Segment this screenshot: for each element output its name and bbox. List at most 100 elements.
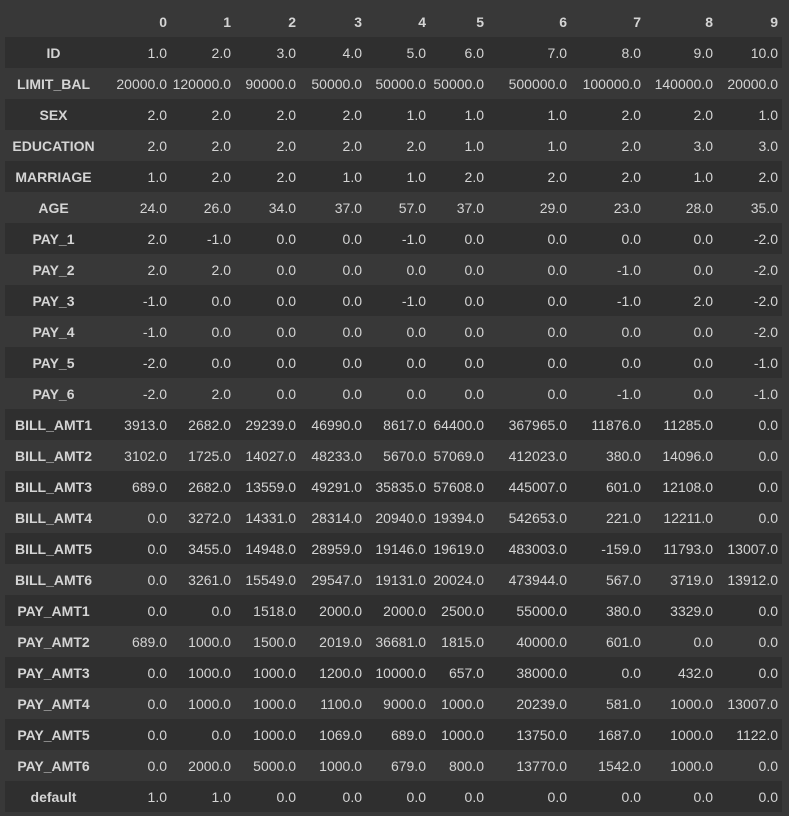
table-cell: 0.0 — [342, 385, 362, 402]
table-cell: 1200.0 — [319, 664, 362, 681]
table-cell: 2.0 — [342, 106, 362, 123]
table-cell: -1.0 — [142, 323, 167, 340]
table-cell: 0.0 — [147, 695, 167, 712]
table-cell: 5.0 — [406, 44, 426, 61]
table-cell: 140000.0 — [654, 75, 713, 92]
table-cell: -159.0 — [601, 540, 641, 557]
table-cell: 50000.0 — [311, 75, 362, 92]
row-label: BILL_AMT3 — [15, 478, 92, 495]
table-cell: 12108.0 — [662, 478, 713, 495]
table-cell: 28959.0 — [311, 540, 362, 557]
table-cell: 1.0 — [464, 137, 484, 154]
table-cell: 2.0 — [211, 261, 231, 278]
table-row: PAY_2 2.0 2.0 0.0 0.0 0.0 0.0 0.0 -1.0 0.0 -2.0 — [5, 254, 782, 285]
table-cell: 3272.0 — [188, 509, 231, 526]
row-label: PAY_3 — [32, 292, 75, 309]
table-row: PAY_1 2.0 -1.0 0.0 0.0 -1.0 0.0 0.0 0.0 0.0 -2.0 — [5, 223, 782, 254]
table-cell: 8.0 — [621, 44, 641, 61]
table-cell: 0.0 — [342, 261, 362, 278]
table-cell: 57.0 — [398, 199, 426, 216]
table-cell: 1.0 — [406, 168, 426, 185]
table-cell: -2.0 — [753, 230, 778, 247]
table-cell: 64400.0 — [433, 416, 484, 433]
table-cell: 0.0 — [276, 385, 296, 402]
table-cell: 3261.0 — [188, 571, 231, 588]
table-row: PAY_AMT1 0.0 0.0 1518.0 2000.0 2000.0 2500.0 55… — [5, 595, 782, 626]
table-cell: 2.0 — [211, 137, 231, 154]
table-cell: 0.0 — [276, 261, 296, 278]
table-cell: 0.0 — [621, 323, 641, 340]
table-cell: 0.0 — [406, 261, 426, 278]
table-cell: 0.0 — [758, 757, 778, 774]
column-header: 3 — [354, 13, 362, 30]
row-label: AGE — [38, 199, 69, 216]
table-cell: 0.0 — [276, 788, 296, 805]
table-cell: 1.0 — [147, 788, 167, 805]
table-cell: 0.0 — [758, 602, 778, 619]
table-cell: 1100.0 — [320, 695, 362, 712]
table-cell: 0.0 — [621, 354, 641, 371]
table-cell: 689.0 — [131, 633, 167, 650]
table-cell: 0.0 — [147, 540, 167, 557]
table-cell: 1000.0 — [670, 757, 713, 774]
table-cell: 2.0 — [693, 106, 713, 123]
table-cell: 14096.0 — [662, 447, 713, 464]
table-cell: 483003.0 — [508, 540, 567, 557]
column-header: 7 — [633, 13, 641, 30]
row-label: SEX — [39, 106, 68, 123]
row-label: PAY_2 — [32, 261, 75, 278]
table-cell: 24.0 — [139, 199, 167, 216]
table-cell: 2019.0 — [319, 633, 362, 650]
table-cell: 19394.0 — [433, 509, 484, 526]
table-cell: 2.0 — [147, 261, 167, 278]
table-cell: -1.0 — [616, 261, 641, 278]
table-cell: 0.0 — [693, 633, 713, 650]
table-cell: 29547.0 — [311, 571, 362, 588]
column-header: 8 — [705, 13, 713, 30]
row-label: PAY_5 — [32, 354, 75, 371]
table-cell: 0.0 — [464, 354, 484, 371]
table-body: ID 1.0 2.0 3.0 4.0 5.0 6.0 7.0 8.0 9.0 10.0 LIMIT_B… — [5, 37, 782, 812]
table-cell: 1518.0 — [253, 602, 296, 619]
table-cell: 689.0 — [390, 726, 426, 743]
table-row: PAY_AMT6 0.0 2000.0 5000.0 1000.0 679.0 800.0 1… — [5, 750, 782, 781]
table-cell: -1.0 — [142, 292, 167, 309]
table-cell: 1000.0 — [253, 664, 296, 681]
table-cell: 1.0 — [547, 137, 567, 154]
table-cell: 57608.0 — [433, 478, 484, 495]
table-row: BILL_AMT4 0.0 3272.0 14331.0 28314.0 20940.0 1… — [5, 502, 782, 533]
table-cell: 7.0 — [547, 44, 567, 61]
table-cell: 0.0 — [406, 788, 426, 805]
row-label: PAY_AMT3 — [17, 664, 90, 681]
table-cell: 46990.0 — [311, 416, 362, 433]
table-cell: 9.0 — [693, 44, 713, 61]
table-cell: 1000.0 — [188, 633, 231, 650]
table-cell: 19146.0 — [375, 540, 426, 557]
column-header: 0 — [159, 13, 167, 30]
table-cell: -1.0 — [616, 292, 641, 309]
row-label: MARRIAGE — [15, 168, 92, 185]
table-cell: 2.0 — [276, 137, 296, 154]
table-cell: 0.0 — [147, 602, 167, 619]
table-cell: 1.0 — [147, 44, 167, 61]
table-cell: -1.0 — [616, 385, 641, 402]
table-cell: 120000.0 — [172, 75, 231, 92]
table-cell: 0.0 — [342, 354, 362, 371]
table-cell: 1000.0 — [188, 664, 231, 681]
table-cell: 0.0 — [758, 447, 778, 464]
table-cell: 1069.0 — [319, 726, 362, 743]
table-cell: 3.0 — [693, 137, 713, 154]
table-cell: 1500.0 — [253, 633, 296, 650]
row-label: LIMIT_BAL — [16, 75, 91, 92]
row-label: PAY_6 — [32, 385, 75, 402]
table-cell: 57069.0 — [433, 447, 484, 464]
table-cell: 23.0 — [613, 199, 641, 216]
table-cell: 0.0 — [693, 323, 713, 340]
table-cell: 0.0 — [758, 664, 778, 681]
table-cell: 20000.0 — [116, 75, 167, 92]
table-cell: 1815.0 — [441, 633, 484, 650]
row-label: PAY_AMT5 — [17, 726, 90, 743]
table-cell: 0.0 — [621, 230, 641, 247]
table-row: default 1.0 1.0 0.0 0.0 0.0 0.0 0.0 0.0 0.0 0.0 — [5, 781, 782, 812]
table-cell: 367965.0 — [508, 416, 567, 433]
